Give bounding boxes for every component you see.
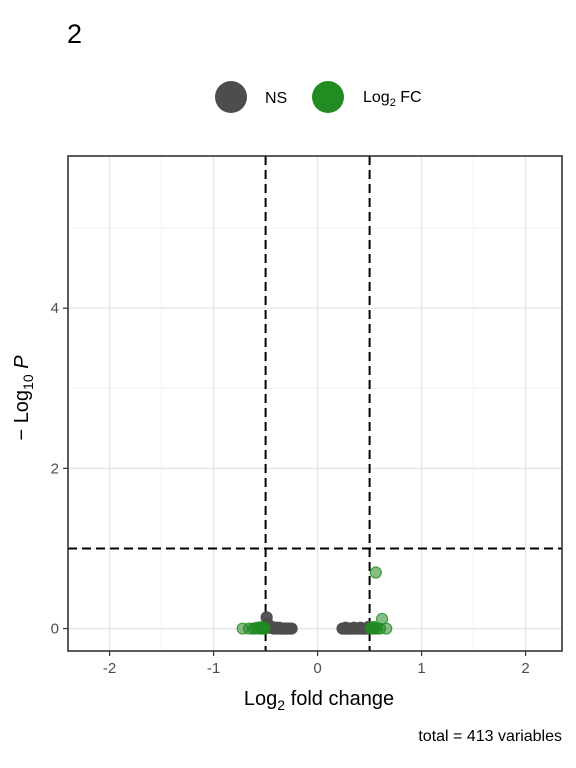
legend-label-log2fc: Log2 FC — [363, 89, 422, 109]
point-log2fc — [380, 622, 393, 635]
y-axis-label: − Log10 P — [11, 355, 36, 441]
x-tick-label: 0 — [313, 660, 321, 677]
y-tick-label: 4 — [51, 300, 59, 317]
legend-label-ns: NS — [265, 90, 287, 107]
cutoff-lines — [68, 156, 562, 651]
x-tick-label: 2 — [521, 660, 529, 677]
plot-panel — [68, 156, 562, 651]
data-points — [236, 566, 393, 635]
x-tick-label: -1 — [207, 660, 220, 677]
legend-key-log2fc — [312, 81, 344, 113]
x-axis-ticks: -2 -1 0 1 2 — [103, 651, 530, 677]
x-tick-label: 1 — [417, 660, 425, 677]
plot-border — [67, 155, 563, 652]
x-axis-label: Log2 fold change — [244, 688, 394, 713]
caption: total = 413 variables — [418, 728, 562, 745]
legend-key-ns — [215, 81, 247, 113]
y-tick-label: 2 — [51, 460, 59, 477]
x-tick-label: -2 — [103, 660, 116, 677]
legend: NS Log2 FC — [215, 81, 422, 113]
point-ns — [284, 622, 297, 635]
y-tick-label: 0 — [51, 621, 59, 638]
chart-title: 2 — [67, 19, 82, 49]
point-log2fc — [258, 622, 271, 635]
y-axis-ticks: 0 2 4 — [51, 300, 68, 638]
point-log2fc — [369, 566, 382, 579]
